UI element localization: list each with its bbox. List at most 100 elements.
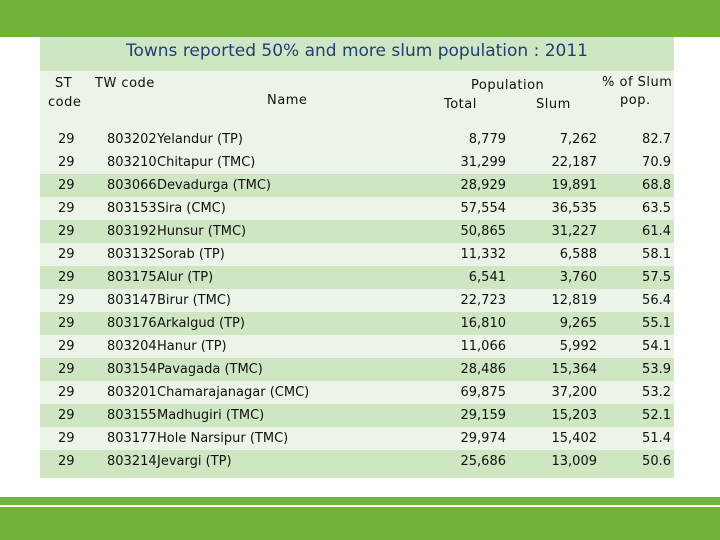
cell-total: 69,875 bbox=[460, 385, 507, 400]
cell-slum: 22,187 bbox=[551, 155, 598, 170]
cell-total: 29,159 bbox=[460, 408, 507, 423]
cell-pct-slum: 82.7 bbox=[642, 132, 671, 147]
cell-town-name: Alur (TP) bbox=[157, 270, 214, 285]
table-row: 29 803176 Arkalgud (TP) 16,810 9,265 55.1 bbox=[40, 312, 674, 335]
cell-pct-slum: 53.2 bbox=[642, 385, 671, 400]
cell-slum: 19,891 bbox=[551, 178, 598, 193]
cell-st-code: 29 bbox=[58, 385, 75, 400]
cell-st-code: 29 bbox=[58, 132, 75, 147]
cell-slum: 5,992 bbox=[559, 339, 597, 354]
header-st-code-line2: code bbox=[48, 95, 82, 110]
header-slum: Slum bbox=[536, 97, 571, 112]
top-banner bbox=[0, 0, 720, 37]
table-row: 29 803132 Sorab (TP) 11,332 6,588 58.1 bbox=[40, 243, 674, 266]
cell-slum: 7,262 bbox=[559, 132, 597, 147]
cell-town-name: Pavagada (TMC) bbox=[157, 362, 263, 377]
cell-st-code: 29 bbox=[58, 224, 75, 239]
cell-st-code: 29 bbox=[58, 293, 75, 308]
table-row: 29 803202 Yelandur (TP) 8,779 7,262 82.7 bbox=[40, 128, 674, 151]
cell-tw-code: 803175 bbox=[107, 270, 157, 285]
cell-total: 6,541 bbox=[468, 270, 506, 285]
cell-slum: 9,265 bbox=[559, 316, 597, 331]
table-row: 29 803201 Chamarajanagar (CMC) 69,875 37,200… bbox=[40, 381, 674, 404]
header-pct-slum-line1: % of Slum bbox=[602, 75, 673, 90]
cell-pct-slum: 54.1 bbox=[642, 339, 671, 354]
table-row: 29 803177 Hole Narsipur (TMC) 29,974 15,402 5… bbox=[40, 427, 674, 450]
cell-pct-slum: 56.4 bbox=[642, 293, 671, 308]
cell-total: 29,974 bbox=[460, 431, 507, 446]
cell-tw-code: 803153 bbox=[107, 201, 157, 216]
cell-town-name: Jevargi (TP) bbox=[157, 454, 232, 469]
cell-slum: 31,227 bbox=[551, 224, 598, 239]
bottom-banner bbox=[0, 497, 720, 540]
cell-total: 28,486 bbox=[460, 362, 507, 377]
slum-population-table: Towns reported 50% and more slum populat… bbox=[40, 37, 674, 478]
cell-total: 31,299 bbox=[460, 155, 507, 170]
cell-tw-code: 803066 bbox=[107, 178, 157, 193]
cell-slum: 12,819 bbox=[551, 293, 598, 308]
cell-st-code: 29 bbox=[58, 270, 75, 285]
bottom-divider bbox=[0, 505, 720, 507]
cell-total: 11,066 bbox=[460, 339, 507, 354]
cell-pct-slum: 58.1 bbox=[642, 247, 671, 262]
table-row: 29 803210 Chitapur (TMC) 31,299 22,187 70.9 bbox=[40, 151, 674, 174]
cell-pct-slum: 52.1 bbox=[642, 408, 671, 423]
cell-st-code: 29 bbox=[58, 178, 75, 193]
cell-tw-code: 803210 bbox=[107, 155, 157, 170]
cell-slum: 15,203 bbox=[551, 408, 598, 423]
cell-pct-slum: 70.9 bbox=[642, 155, 671, 170]
cell-town-name: Madhugiri (TMC) bbox=[157, 408, 265, 423]
cell-slum: 15,402 bbox=[551, 431, 598, 446]
table-row: 29 803147 Birur (TMC) 22,723 12,819 56.4 bbox=[40, 289, 674, 312]
cell-st-code: 29 bbox=[58, 454, 75, 469]
table-row: 29 803175 Alur (TP) 6,541 3,760 57.5 bbox=[40, 266, 674, 289]
cell-total: 16,810 bbox=[460, 316, 507, 331]
cell-pct-slum: 53.9 bbox=[642, 362, 671, 377]
cell-st-code: 29 bbox=[58, 247, 75, 262]
cell-st-code: 29 bbox=[58, 362, 75, 377]
cell-total: 8,779 bbox=[468, 132, 506, 147]
cell-total: 50,865 bbox=[460, 224, 507, 239]
cell-town-name: Arkalgud (TP) bbox=[157, 316, 245, 331]
table-title: Towns reported 50% and more slum populat… bbox=[125, 41, 588, 61]
header-tw-code: TW code bbox=[95, 76, 155, 91]
cell-pct-slum: 55.1 bbox=[642, 316, 671, 331]
cell-tw-code: 803214 bbox=[107, 454, 157, 469]
cell-tw-code: 803155 bbox=[107, 408, 157, 423]
cell-total: 11,332 bbox=[460, 247, 507, 262]
table-row: 29 803066 Devadurga (TMC) 28,929 19,891 68.8 bbox=[40, 174, 674, 197]
header-pct-slum-line2: pop. bbox=[620, 93, 651, 108]
cell-tw-code: 803192 bbox=[107, 224, 157, 239]
cell-slum: 13,009 bbox=[551, 454, 598, 469]
cell-tw-code: 803201 bbox=[107, 385, 157, 400]
table-row: 29 803204 Hanur (TP) 11,066 5,992 54.1 bbox=[40, 335, 674, 358]
cell-st-code: 29 bbox=[58, 201, 75, 216]
cell-pct-slum: 63.5 bbox=[642, 201, 671, 216]
cell-slum: 3,760 bbox=[559, 270, 597, 285]
table-row: 29 803153 Sira (CMC) 57,554 36,535 63.5 bbox=[40, 197, 674, 220]
cell-town-name: Hanur (TP) bbox=[157, 339, 227, 354]
header-st-code-line1: ST bbox=[55, 76, 73, 91]
cell-st-code: 29 bbox=[58, 155, 75, 170]
cell-town-name: Yelandur (TP) bbox=[157, 132, 243, 147]
cell-tw-code: 803204 bbox=[107, 339, 157, 354]
cell-pct-slum: 51.4 bbox=[642, 431, 671, 446]
cell-pct-slum: 61.4 bbox=[642, 224, 671, 239]
table-row: 29 803155 Madhugiri (TMC) 29,159 15,203 52.1 bbox=[40, 404, 674, 427]
cell-st-code: 29 bbox=[58, 339, 75, 354]
table-row: 29 803214 Jevargi (TP) 25,686 13,009 50.6 bbox=[40, 450, 674, 473]
cell-pct-slum: 57.5 bbox=[642, 270, 671, 285]
cell-town-name: Hunsur (TMC) bbox=[157, 224, 247, 239]
cell-pct-slum: 50.6 bbox=[642, 454, 671, 469]
cell-tw-code: 803176 bbox=[107, 316, 157, 331]
cell-town-name: Chamarajanagar (CMC) bbox=[157, 385, 310, 400]
cell-slum: 15,364 bbox=[551, 362, 598, 377]
cell-tw-code: 803132 bbox=[107, 247, 157, 262]
cell-town-name: Devadurga (TMC) bbox=[157, 178, 272, 193]
cell-tw-code: 803202 bbox=[107, 132, 157, 147]
cell-st-code: 29 bbox=[58, 431, 75, 446]
table-row: 29 803192 Hunsur (TMC) 50,865 31,227 61.4 bbox=[40, 220, 674, 243]
cell-st-code: 29 bbox=[58, 316, 75, 331]
header-population: Population bbox=[471, 78, 545, 93]
header-name: Name bbox=[267, 93, 308, 108]
